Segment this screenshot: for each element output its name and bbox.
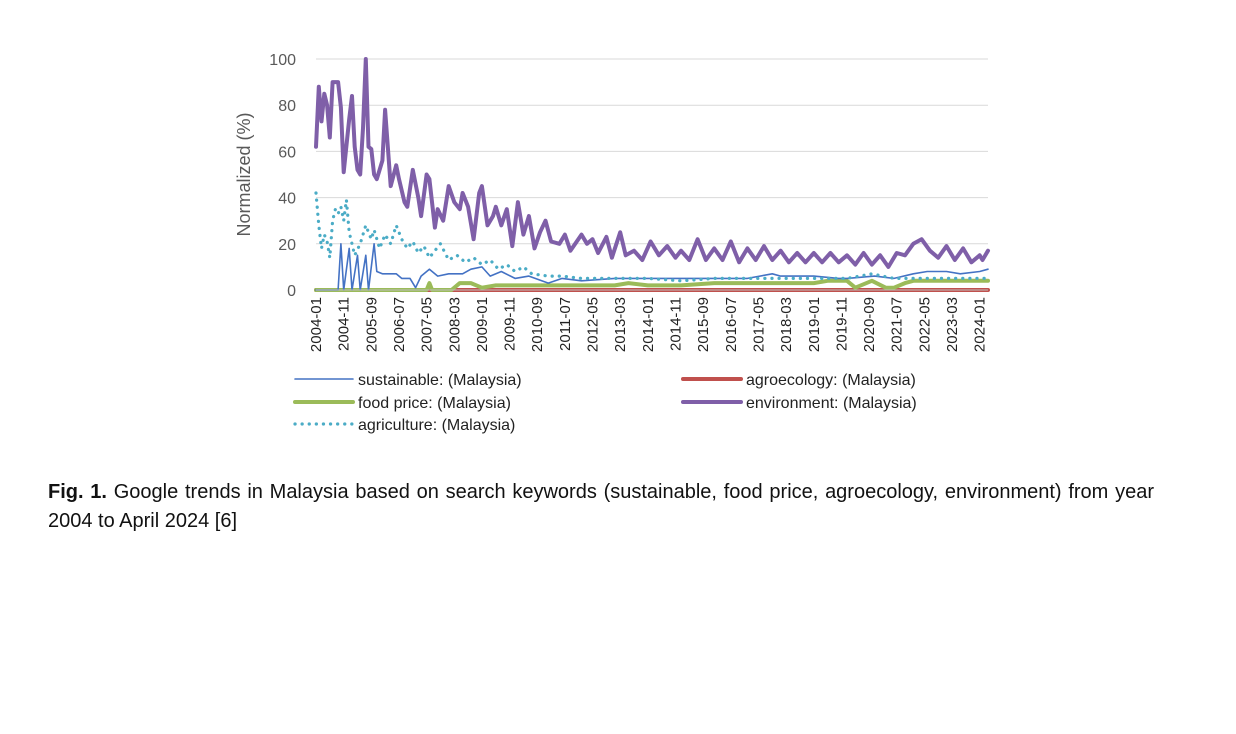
x-tick-label: 2018-03	[778, 297, 795, 352]
series-line	[314, 278, 990, 292]
x-tick-labels: 2004-01 2004-11 2005-09 2006-07 2007-05 2008-…	[308, 297, 989, 352]
gridlines	[316, 58, 988, 245]
figure-caption: Fig. 1. Google trends in Malaysia based …	[48, 478, 1154, 536]
x-tick-label: 2014-01	[640, 297, 657, 352]
x-tick-label: 2024-01	[972, 297, 989, 352]
legend-entry: agriculture: (Malaysia)	[358, 417, 515, 434]
x-tick-label: 2023-03	[944, 297, 961, 352]
y-tick-labels: 0 20 40 60 80 100	[269, 52, 296, 300]
x-tick-label: 2006-07	[391, 297, 408, 352]
y-tick-label: 0	[287, 283, 296, 300]
x-tick-label: 2022-05	[916, 297, 933, 352]
series-lines	[314, 57, 990, 292]
x-tick-label: 2004-11	[336, 297, 353, 351]
x-tick-label: 2012-05	[585, 297, 602, 352]
x-tick-label: 2004-01	[308, 297, 325, 352]
legend-entry: agroecology: (Malaysia)	[746, 372, 916, 389]
y-tick-label: 100	[269, 52, 296, 69]
legend: sustainable: (Malaysia) agroecology: (Mal…	[293, 372, 917, 434]
y-tick-label: 60	[278, 144, 296, 161]
legend-entry: food price: (Malaysia)	[358, 395, 511, 412]
y-tick-label: 20	[278, 237, 296, 254]
x-tick-label: 2011-07	[557, 297, 574, 351]
x-tick-label: 2015-09	[695, 297, 712, 352]
x-tick-label: 2016-07	[723, 297, 740, 352]
x-tick-label: 2013-03	[612, 297, 629, 352]
series-line	[314, 57, 990, 269]
x-tick-label: 2010-09	[529, 297, 546, 352]
x-tick-label: 2014-11	[668, 297, 685, 351]
x-tick-label: 2019-01	[806, 297, 823, 352]
legend-entry: environment: (Malaysia)	[746, 395, 917, 412]
x-tick-label: 2007-05	[419, 297, 436, 352]
x-tick-label: 2008-03	[446, 297, 463, 352]
x-tick-label: 2017-05	[750, 297, 767, 352]
x-tick-label: 2019-11	[833, 297, 850, 351]
x-tick-label: 2005-09	[363, 297, 380, 352]
legend-entry: sustainable: (Malaysia)	[358, 372, 522, 389]
caption-label: Fig. 1.	[48, 481, 107, 503]
series-line	[315, 243, 989, 291]
series-line	[314, 191, 990, 283]
x-tick-label: 2020-09	[861, 297, 878, 352]
caption-text: Google trends in Malaysia based on searc…	[48, 481, 1154, 532]
y-axis-label: Normalized (%)	[234, 112, 254, 236]
x-tick-label: 2021-07	[889, 297, 906, 352]
x-tick-label: 2009-11	[502, 297, 519, 351]
y-tick-label: 40	[278, 191, 296, 208]
y-tick-label: 80	[278, 98, 296, 115]
x-tick-label: 2009-01	[474, 297, 491, 352]
